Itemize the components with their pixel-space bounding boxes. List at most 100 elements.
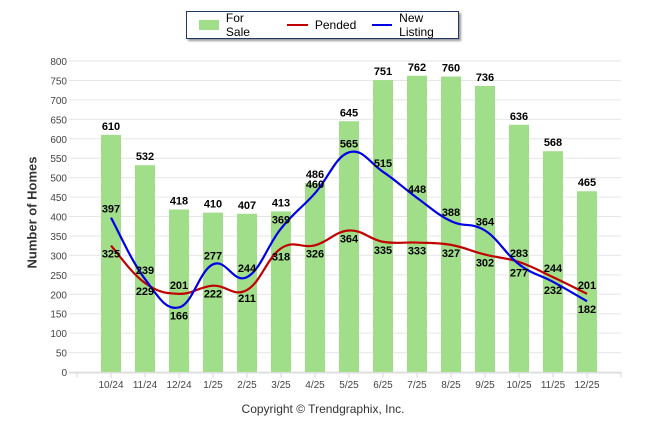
label-new-listing-1/25: 277 [204,250,222,262]
y-tick-label: 50 [56,349,68,360]
y-tick-label: 500 [50,174,67,185]
legend-label-new-listing: New Listing [399,11,434,39]
label-new-listing-10/24: 397 [102,204,120,216]
x-tick-label: 4/25 [305,380,325,391]
for-sale-swatch [199,20,219,30]
label-new-listing-6/25: 515 [374,158,392,170]
label-new-listing-11/24: 239 [136,265,154,277]
label-pended-9/25: 302 [476,258,494,270]
legend-item-for-sale[interactable]: For Sale [199,11,269,39]
bar-for-sale-10/25[interactable] [509,124,529,372]
y-tick-label: 200 [50,290,67,301]
bar-for-sale-4/25[interactable] [305,183,325,372]
bar-for-sale-8/25[interactable] [441,76,461,373]
bar-for-sale-12/25[interactable] [577,191,597,372]
x-tick-label: 11/24 [133,380,158,391]
x-tick-label: 10/25 [506,380,531,391]
x-axis-ticks: 10/24 11/24 12/24 1/25 2/25 3/25 4/25 5/25 6/25 7… [98,380,599,391]
bar-for-sale-12/24[interactable] [169,209,189,372]
label-pended-12/25: 201 [578,280,596,292]
label-new-listing-3/25: 369 [272,215,290,227]
x-tick-label: 6/25 [373,380,393,391]
label-for-sale-5/25: 645 [340,107,358,119]
x-tick-label: 7/25 [407,380,427,391]
legend-item-new-listing[interactable]: New Listing [372,11,458,39]
bar-for-sale-3/25[interactable] [271,211,291,372]
y-tick-label: 350 [50,232,67,243]
label-pended-12/24: 201 [170,280,188,292]
label-for-sale-10/24: 610 [102,121,120,133]
label-for-sale-9/25: 736 [476,72,494,84]
label-new-listing-4/25: 460 [306,179,324,191]
label-new-listing-2/25: 244 [238,263,257,275]
label-new-listing-5/25: 565 [340,138,358,150]
legend-item-pended[interactable]: Pended [286,18,356,32]
bar-for-sale-11/25[interactable] [543,151,563,372]
y-axis-ticks: 0 50 100 150 200 250 300 350 400 450 500 550 600 650 7… [50,57,67,379]
x-tick-label: 9/25 [475,380,495,391]
y-tick-label: 600 [50,135,67,146]
bar-for-sale-9/25[interactable] [475,85,495,372]
label-pended-1/25: 222 [204,289,222,301]
label-pended-5/25: 364 [340,233,359,245]
label-for-sale-3/25: 413 [272,197,290,209]
bar-for-sale-1/25[interactable] [203,212,223,372]
label-new-listing-7/25: 448 [408,184,426,196]
y-tick-label: 450 [50,193,67,204]
label-for-sale-12/25: 465 [578,177,596,189]
label-for-sale-11/24: 532 [136,151,154,163]
x-tick-label: 11/25 [541,380,566,391]
x-tick-label: 8/25 [441,380,461,391]
y-tick-label: 150 [50,310,67,321]
y-tick-label: 0 [61,368,67,379]
bar-for-sale-10/24[interactable] [101,134,121,372]
label-pended-7/25: 333 [408,246,426,258]
y-tick-label: 300 [50,251,67,262]
x-tick-label: 12/24 [166,380,191,391]
bar-for-sale-6/25[interactable] [373,80,393,372]
label-new-listing-12/24: 166 [170,310,188,322]
legend: For Sale Pended New Listing [186,11,459,39]
label-pended-2/25: 211 [238,293,256,305]
x-axis [69,372,622,378]
label-for-sale-11/25: 568 [544,137,562,149]
new-listing-swatch [372,24,393,26]
bar-for-sale-7/25[interactable] [407,75,427,373]
bar-for-sale-5/25[interactable] [339,121,359,372]
label-pended-11/24: 229 [136,286,154,298]
line-pended[interactable] [110,229,588,295]
label-pended-6/25: 335 [374,245,392,257]
y-tick-label: 650 [50,115,67,126]
label-new-listing-11/25: 232 [544,285,562,297]
y-tick-label: 800 [50,57,67,68]
label-for-sale-4/25: 486 [306,169,324,181]
x-tick-label: 10/24 [98,380,123,391]
y-tick-label: 750 [50,76,67,87]
data-labels: 610 532 418 410 407 413 486 645 751 762 760 736 636 5… [102,62,596,323]
x-tick-label: 2/25 [237,380,257,391]
label-for-sale-10/25: 636 [510,111,528,123]
label-new-listing-8/25: 388 [442,207,460,219]
y-axis-label: Number of Homes [24,156,40,269]
x-tick-label: 3/25 [271,380,291,391]
label-for-sale-2/25: 407 [238,200,256,212]
y-tick-label: 100 [50,329,67,340]
label-pended-8/25: 327 [442,248,460,260]
label-for-sale-6/25: 751 [374,66,392,78]
label-for-sale-7/25: 762 [408,62,426,74]
label-pended-10/25: 283 [510,248,528,260]
x-tick-label: 1/25 [203,380,223,391]
copyright-text: Copyright © Trendgraphix, Inc. [241,402,405,416]
bar-for-sale-11/24[interactable] [135,165,155,372]
label-for-sale-8/25: 760 [442,63,460,75]
y-tick-label: 700 [50,96,67,107]
label-new-listing-10/25: 277 [510,267,528,279]
label-pended-10/24: 325 [102,249,120,261]
label-for-sale-12/24: 418 [170,196,188,208]
y-tick-label: 550 [50,154,67,165]
x-tick-label: 5/25 [339,380,359,391]
label-pended-4/25: 326 [306,248,324,260]
bar-for-sale-2/25[interactable] [237,213,257,372]
line-new-listing[interactable] [110,150,588,309]
